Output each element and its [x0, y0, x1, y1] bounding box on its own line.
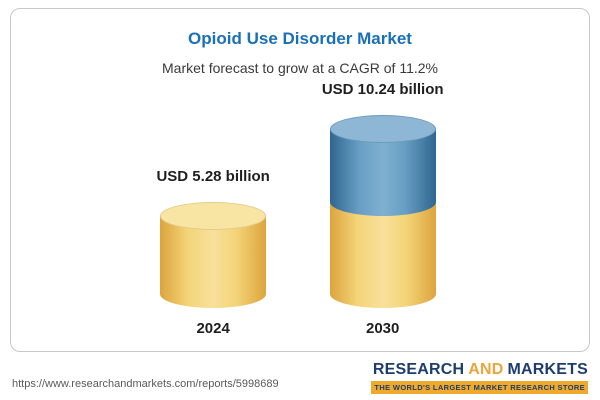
bar-group-2024: USD 5.28 billion 2024	[156, 168, 269, 337]
cylinder-2030	[329, 114, 436, 308]
logo-name-markets: MARKETS	[507, 361, 588, 378]
chart-title: Opioid Use Disorder Market	[188, 29, 412, 48]
logo-tagline: THE WORLD'S LARGEST MARKET RESEARCH STOR…	[371, 381, 588, 394]
cylinder-top-ellipse-2024	[160, 201, 267, 230]
value-label-2024: USD 5.28 billion	[156, 167, 270, 185]
chart-subtitle: Market forecast to grow at a CAGR of 11.…	[162, 60, 438, 76]
logo-name-and: AND	[468, 361, 504, 378]
logo-name-research: RESEARCH	[372, 361, 465, 378]
year-label-2024: 2024	[196, 320, 230, 337]
value-label-2030: USD 10.24 billion	[321, 80, 444, 98]
bar-2030-bottom-segment	[329, 201, 436, 308]
cylinder-2024	[160, 201, 267, 308]
bars-area: USD 5.28 billion 2024 USD 10.24 billion …	[11, 81, 589, 337]
footer: https://www.researchandmarkets.com/repor…	[0, 352, 600, 394]
chart-card: Opioid Use Disorder Market Market foreca…	[10, 8, 590, 352]
year-label-2030: 2030	[365, 320, 400, 337]
cylinder-top-ellipse-2030	[329, 114, 436, 143]
bar-group-2030: USD 10.24 billion 2030	[322, 81, 444, 337]
research-and-markets-logo: RESEARCH AND MARKETS THE WORLD'S LARGEST M…	[371, 361, 588, 394]
logo-name: RESEARCH AND MARKETS	[371, 361, 588, 379]
bar-2030-top-segment	[329, 128, 436, 216]
report-url: https://www.researchandmarkets.com/repor…	[12, 378, 279, 390]
bar-2024-body	[160, 215, 267, 308]
